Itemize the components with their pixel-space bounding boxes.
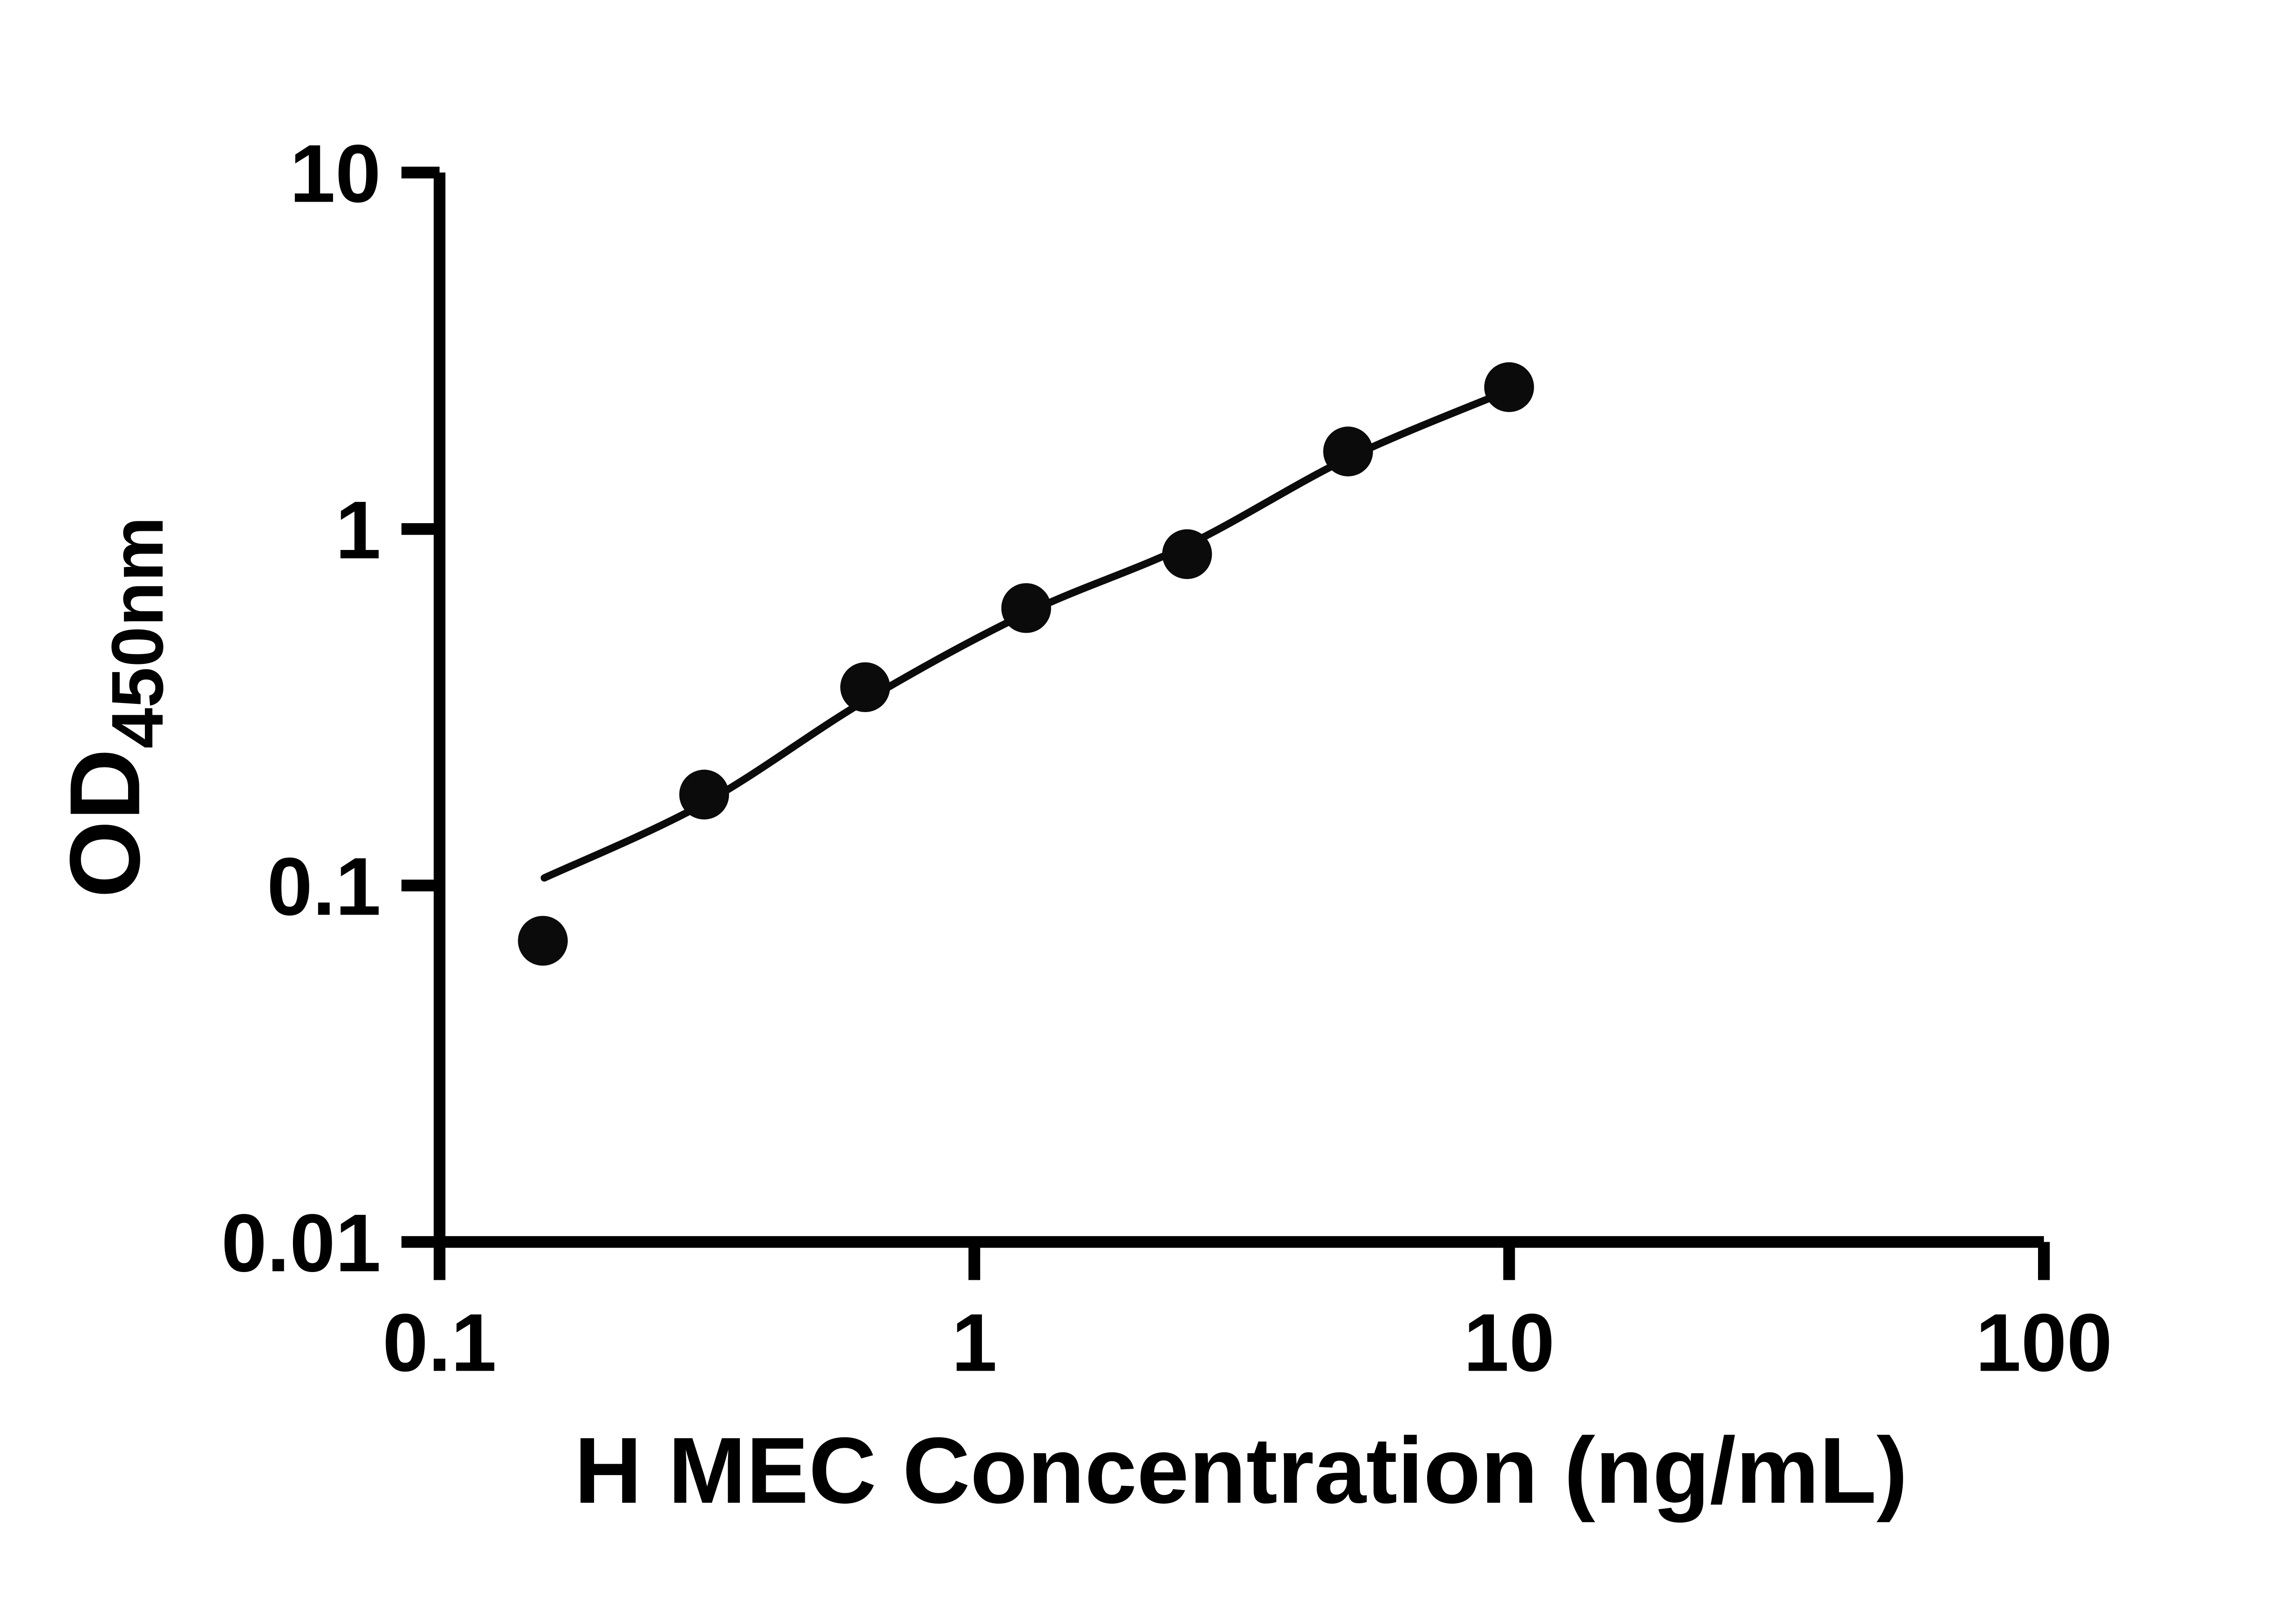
- y-axis-title-main: OD: [49, 748, 160, 898]
- x-tick-label: 1: [952, 1297, 997, 1389]
- x-tick-label: 10: [1463, 1297, 1555, 1389]
- y-tick-label: 10: [290, 128, 381, 219]
- data-point: [1001, 583, 1051, 633]
- data-point: [840, 662, 890, 712]
- x-axis-title: H MEC Concentration (ng/mL): [574, 1418, 1908, 1523]
- y-tick-label: 0.1: [267, 841, 381, 932]
- data-point: [1484, 362, 1534, 412]
- x-tick-label: 0.1: [382, 1297, 496, 1389]
- data-point: [1323, 426, 1373, 476]
- x-tick-label: 100: [1975, 1297, 2112, 1389]
- data-point: [1162, 529, 1212, 579]
- axes-frame: [433, 172, 2044, 1248]
- y-tick-label: 1: [335, 484, 381, 576]
- y-axis-title: OD450nm: [49, 516, 179, 898]
- data-point: [518, 916, 568, 966]
- data-point: [679, 769, 729, 820]
- y-axis-title-subscript: 450nm: [97, 516, 179, 748]
- y-tick-label: 0.01: [221, 1197, 381, 1289]
